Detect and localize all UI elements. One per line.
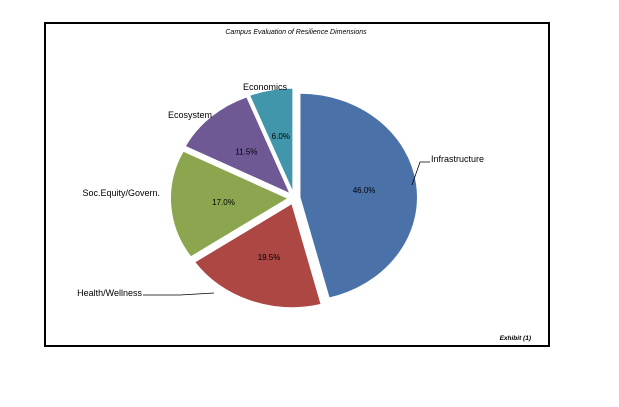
pie-slice-health-wellness — [193, 202, 322, 309]
category-label-4: Economics — [243, 82, 288, 92]
pct-label-0: 46.0% — [353, 186, 376, 195]
pct-label-2: 17.0% — [212, 198, 235, 207]
category-label-3: Ecosystem — [168, 110, 212, 120]
pie-slice-infrastructure — [299, 92, 418, 299]
percentage-labels: 46.0% 19.5% 17.0% 11.5% 6.0% — [212, 132, 375, 262]
pie-slices — [170, 87, 418, 309]
leader-line-0 — [411, 161, 430, 186]
pct-label-4: 6.0% — [272, 132, 290, 141]
pie-slice-ecosystem — [184, 96, 291, 195]
leader-lines — [143, 161, 430, 296]
category-label-0: Infrastructure — [431, 154, 484, 164]
leader-line-1 — [143, 292, 215, 296]
category-labels: Infrastructure Health/Wellness Soc.Equity/… — [77, 82, 484, 298]
pie-slice-soc-equity-govern — [170, 150, 290, 258]
exhibit-label: Exhibit (1) — [500, 335, 531, 342]
pie-slice-economics — [248, 87, 294, 193]
pct-label-1: 19.5% — [258, 253, 281, 262]
pct-label-3: 11.5% — [235, 147, 257, 156]
chart-title: Campus Evaluation of Resilience Dimensio… — [225, 29, 367, 36]
category-label-1: Health/Wellness — [77, 288, 142, 298]
category-label-2: Soc.Equity/Govern. — [82, 188, 160, 198]
